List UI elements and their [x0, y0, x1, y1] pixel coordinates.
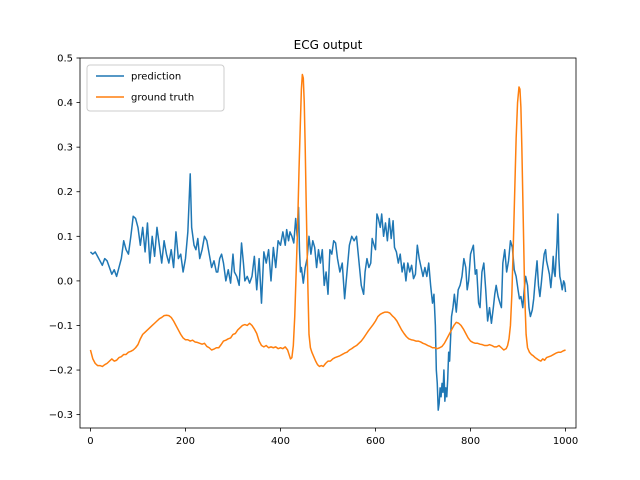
series-line-ground-truth	[89, 73, 566, 368]
y-tick-label: −0.3	[49, 410, 73, 421]
legend-label-ground-truth: ground truth	[131, 93, 194, 104]
legend-label-prediction: prediction	[131, 72, 181, 83]
series-layer	[89, 73, 567, 411]
series-line-prediction	[89, 173, 567, 411]
y-axis: −0.3 −0.2 −0.1 0.0 0.1 0.2 0.3 0.4 0.5	[49, 54, 80, 421]
x-tick-label: 600	[366, 436, 385, 447]
y-tick-label: 0.1	[57, 232, 73, 243]
x-axis: 0 200 400 600 800 1000	[87, 428, 578, 447]
y-tick-label: 0.3	[57, 143, 73, 154]
y-tick-label: −0.1	[49, 321, 73, 332]
y-tick-label: 0.0	[57, 276, 73, 287]
plot-frame	[79, 57, 577, 429]
x-tick-label: 800	[461, 436, 480, 447]
y-tick-label: 0.5	[57, 54, 73, 65]
y-tick-label: −0.2	[49, 366, 73, 377]
chart-title: ECG output	[294, 38, 363, 52]
x-tick-label: 400	[271, 436, 290, 447]
legend: prediction ground truth	[86, 64, 225, 112]
y-tick-label: 0.2	[57, 187, 73, 198]
x-tick-label: 1000	[553, 436, 578, 447]
x-tick-label: 200	[176, 436, 195, 447]
x-tick-label: 0	[87, 436, 93, 447]
y-tick-label: 0.4	[57, 98, 73, 109]
